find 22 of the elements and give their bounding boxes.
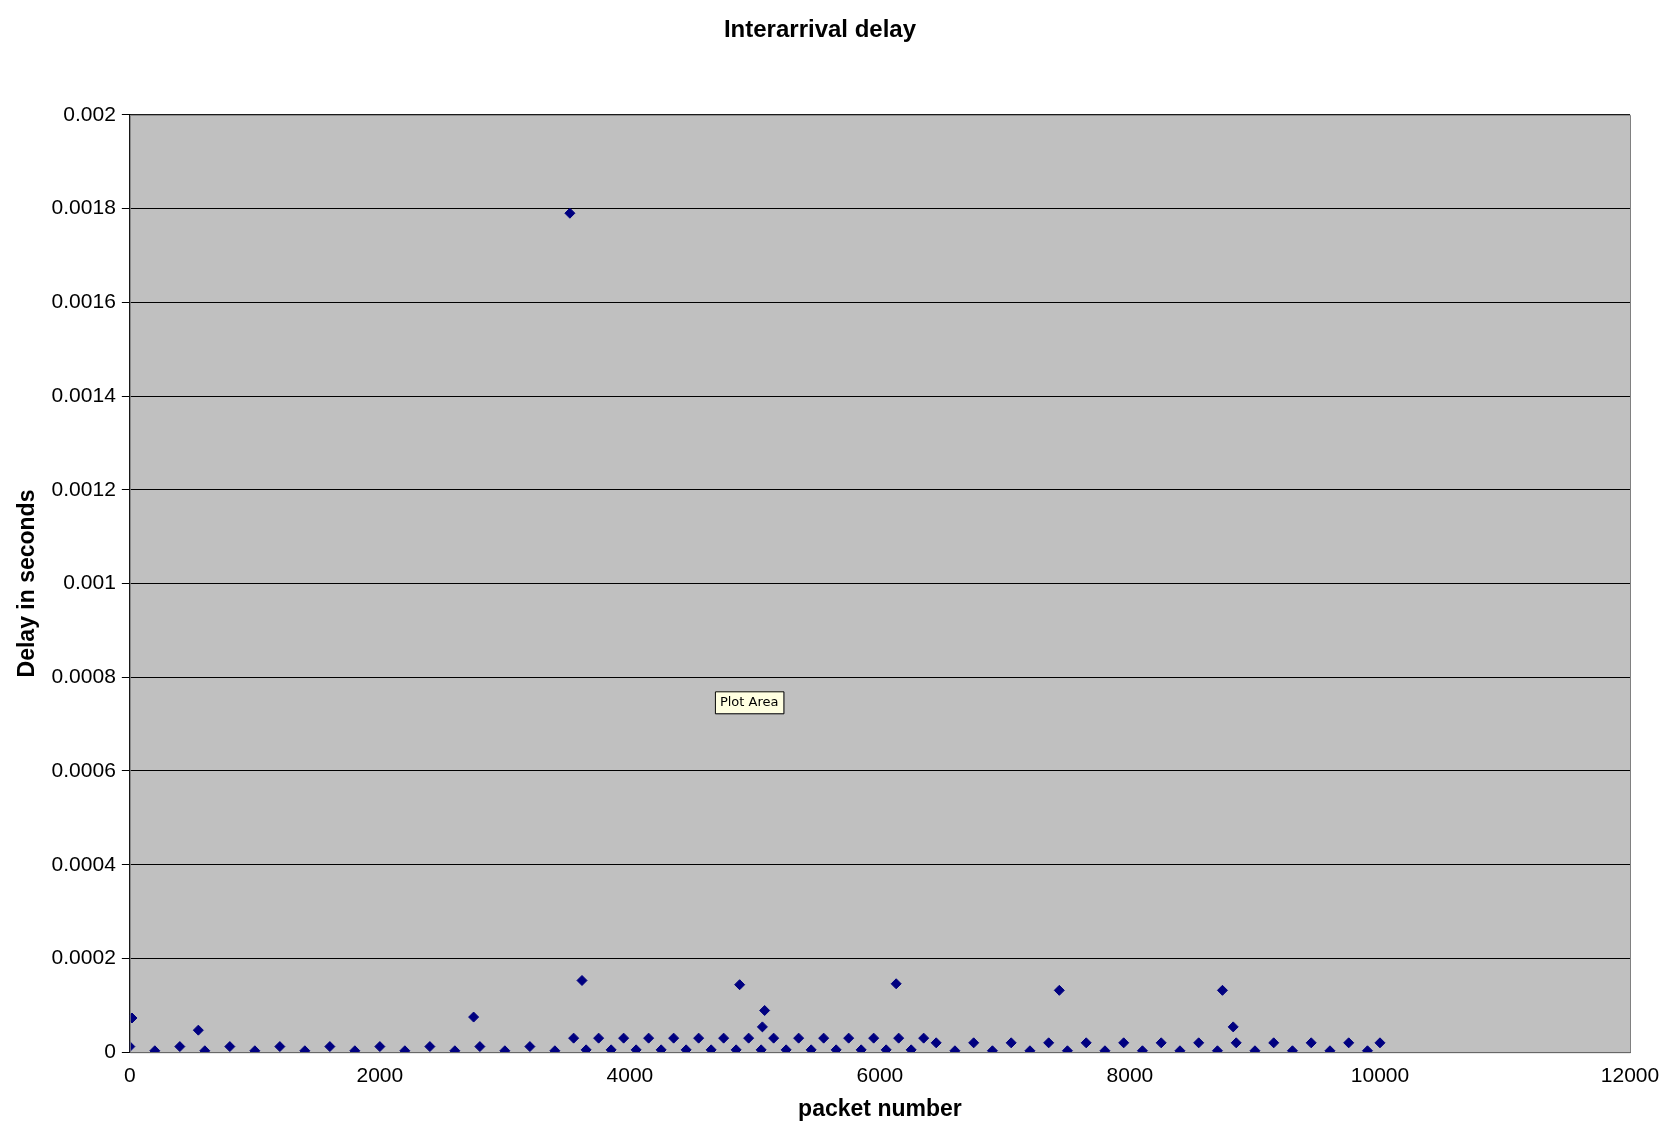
y-tick-label: 0.001 [63,570,116,594]
y-tick-label: 0.0002 [51,945,116,969]
y-tick-label: 0 [104,1039,116,1062]
x-axis-title: packet number [798,1094,962,1121]
chart-title: Interarrival delay [723,15,917,43]
y-tick-label: 0.0008 [51,664,116,688]
y-tick-label: 0.0016 [51,289,116,313]
y-tick-label: 0.0014 [51,382,117,406]
y-axis-title: Delay in seconds [13,489,40,678]
y-tick-label: 0.0012 [51,476,116,500]
x-tick-label: 4000 [606,1062,654,1086]
annotation: Plot Area [719,693,779,709]
y-tick-label: 0.002 [63,101,116,125]
x-tick-label: 6000 [856,1062,904,1086]
x-tick-label: 0 [123,1062,136,1086]
x-tick-label: 2000 [356,1062,404,1086]
y-tick-label: 0.0004 [51,851,117,875]
x-tick-label: 10000 [1350,1062,1410,1086]
x-tick-label: 12000 [1600,1062,1660,1086]
y-tick-label: 0.0006 [51,757,116,781]
x-tick-label: 8000 [1106,1062,1154,1086]
y-tick-label: 0.0018 [51,195,116,219]
